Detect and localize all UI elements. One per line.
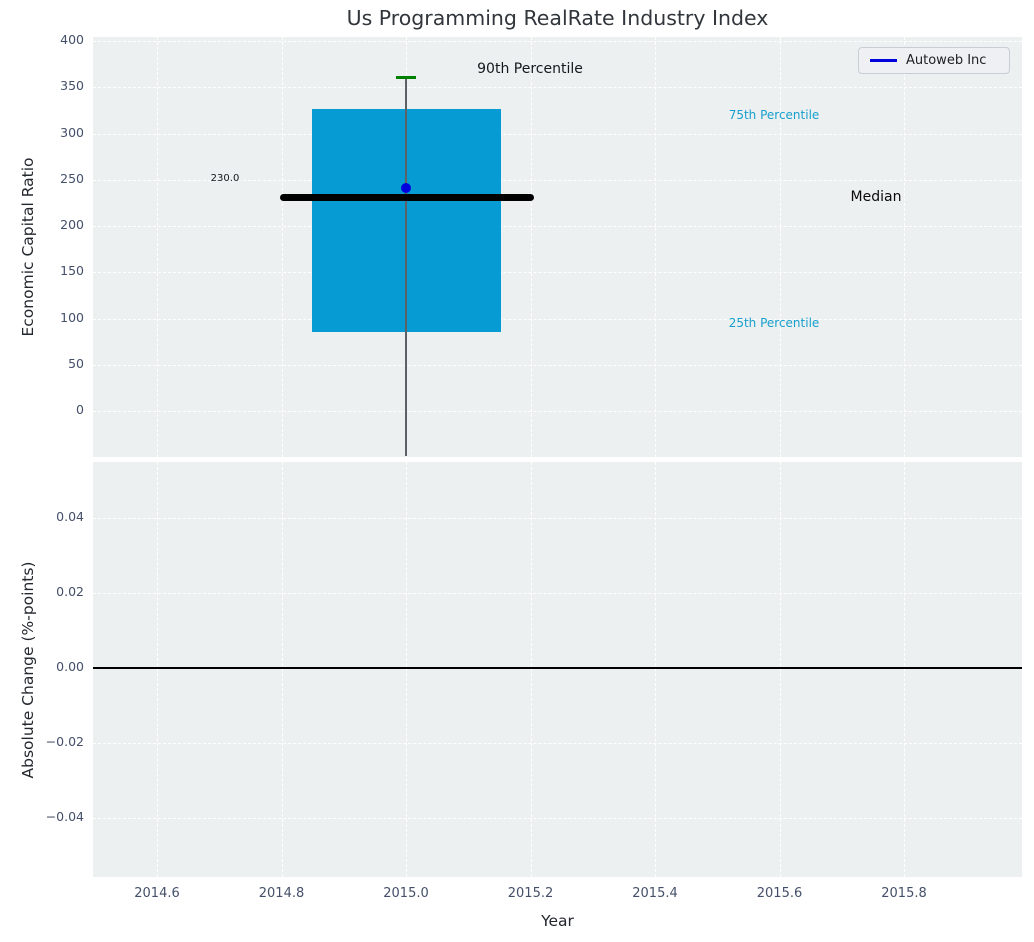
gridline xyxy=(530,37,532,457)
y-tick-label: 0 xyxy=(76,402,84,417)
gridline xyxy=(655,462,656,877)
gridline xyxy=(281,37,283,457)
x-tick-label: 2015.0 xyxy=(383,886,429,901)
p90-annotation: 90th Percentile xyxy=(477,61,583,77)
median-line xyxy=(280,194,534,201)
y-tick-label: 0.04 xyxy=(56,509,84,524)
gridline xyxy=(93,41,1022,42)
y-tick-label: 150 xyxy=(60,263,84,278)
y-tick-label: 100 xyxy=(60,310,84,325)
gridline xyxy=(93,593,1022,594)
x-tick-label: 2015.8 xyxy=(881,886,927,901)
x-tick-label: 2014.8 xyxy=(258,886,305,901)
boxplot-box xyxy=(312,109,501,332)
gridline xyxy=(93,319,1022,320)
gridline xyxy=(93,180,1022,181)
gridline xyxy=(281,462,283,877)
y-tick-label: 250 xyxy=(60,171,84,186)
x-axis-label: Year xyxy=(541,912,574,930)
top-y-axis-label: Economic Capital Ratio xyxy=(19,157,37,337)
gridline xyxy=(93,87,1022,88)
top-subplot: 230.0 90th Percentile 75th Percentile Me… xyxy=(93,37,1022,457)
y-tick-label: −0.02 xyxy=(45,734,84,749)
median-value-label: 230.0 xyxy=(210,173,240,184)
company-point xyxy=(401,183,411,193)
gridline xyxy=(93,134,1022,135)
legend: Autoweb Inc xyxy=(858,47,1010,74)
gridline xyxy=(157,37,158,457)
bottom-subplot xyxy=(93,462,1022,877)
gridline xyxy=(93,411,1022,412)
boxplot-whisker xyxy=(405,78,407,456)
gridline xyxy=(904,37,905,457)
y-tick-label: 50 xyxy=(68,356,84,371)
gridline xyxy=(93,226,1022,227)
gridline xyxy=(93,365,1022,366)
gridline xyxy=(93,518,1022,519)
chart-title: Us Programming RealRate Industry Index xyxy=(346,6,769,30)
gridline xyxy=(779,37,781,457)
gridline xyxy=(530,462,532,877)
legend-line-swatch xyxy=(870,59,897,62)
y-tick-label: 400 xyxy=(60,32,84,47)
gridline xyxy=(406,462,407,877)
p90-cap xyxy=(396,76,416,79)
y-tick-label: 0.02 xyxy=(56,584,84,599)
x-tick-label: 2015.6 xyxy=(756,886,803,901)
gridline xyxy=(904,462,905,877)
median-annotation: Median xyxy=(850,189,902,205)
gridline xyxy=(93,272,1022,273)
y-tick-label: −0.04 xyxy=(45,809,84,824)
gridline xyxy=(779,462,781,877)
legend-label: Autoweb Inc xyxy=(906,53,987,68)
gridline xyxy=(93,818,1022,819)
x-tick-label: 2014.6 xyxy=(134,886,180,901)
p75-annotation: 75th Percentile xyxy=(728,108,820,122)
gridline xyxy=(157,462,158,877)
gridline xyxy=(655,37,656,457)
y-tick-label: 200 xyxy=(60,217,84,232)
x-tick-label: 2015.4 xyxy=(632,886,678,901)
y-tick-label: 350 xyxy=(60,78,84,93)
bottom-y-axis-label: Absolute Change (%-points) xyxy=(19,561,37,779)
y-tick-label: 0.00 xyxy=(56,659,84,674)
x-tick-label: 2015.2 xyxy=(507,886,554,901)
gridline xyxy=(93,743,1022,744)
y-tick-label: 300 xyxy=(60,125,84,140)
zero-change-line xyxy=(93,667,1022,669)
p25-annotation: 25th Percentile xyxy=(728,316,820,330)
